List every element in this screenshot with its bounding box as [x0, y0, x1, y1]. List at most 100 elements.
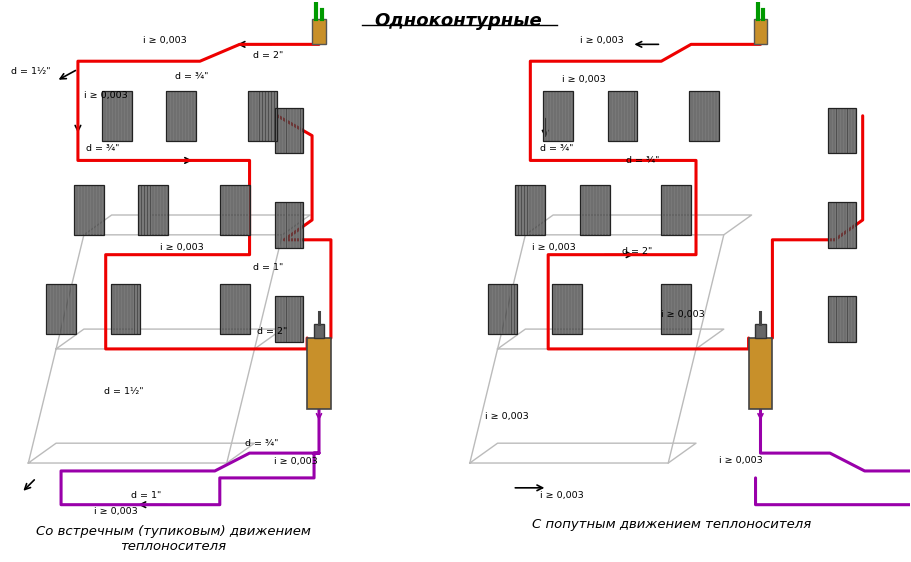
Bar [229, 185, 230, 235]
Bar [275, 202, 303, 248]
Bar [631, 91, 634, 140]
Bar [518, 185, 520, 235]
Bar [689, 91, 719, 140]
Text: i ≥ 0,003: i ≥ 0,003 [532, 243, 576, 252]
Bar [226, 185, 228, 235]
Bar [844, 296, 846, 342]
Bar [839, 108, 841, 153]
Bar [313, 324, 324, 338]
Bar [525, 185, 527, 235]
Bar [547, 91, 548, 140]
Bar [295, 108, 297, 153]
Bar [579, 284, 581, 334]
Bar [516, 185, 545, 235]
Bar [499, 284, 502, 334]
Bar [491, 284, 493, 334]
Bar [836, 108, 838, 153]
Bar [539, 185, 541, 235]
Bar [58, 284, 60, 334]
Text: d = 1": d = 1" [252, 263, 282, 272]
Bar [231, 284, 234, 334]
Bar [101, 185, 103, 235]
Text: Одноконтурные: Одноконтурные [374, 12, 542, 30]
Bar [241, 284, 242, 334]
Bar [698, 91, 701, 140]
Bar [172, 91, 174, 140]
Bar [74, 185, 77, 235]
Bar [749, 338, 773, 410]
Bar [126, 284, 128, 334]
Bar [839, 202, 841, 248]
Bar [278, 296, 281, 342]
Text: d = 1¹⁄₂": d = 1¹⁄₂" [104, 387, 143, 396]
Bar [847, 202, 849, 248]
Bar [247, 284, 249, 334]
Bar [281, 108, 283, 153]
Bar [543, 91, 546, 140]
Bar [190, 91, 192, 140]
Bar [576, 284, 578, 334]
Bar [89, 185, 91, 235]
Bar [842, 108, 844, 153]
Text: i ≥ 0,003: i ≥ 0,003 [661, 310, 705, 319]
Bar [278, 108, 281, 153]
Bar [271, 91, 273, 140]
Bar [179, 91, 180, 140]
Bar [847, 108, 849, 153]
Bar [670, 284, 672, 334]
Bar [828, 202, 855, 248]
Bar [157, 185, 159, 235]
Bar [166, 91, 196, 140]
Bar [688, 185, 691, 235]
Bar [283, 296, 286, 342]
Bar [102, 91, 104, 140]
Bar [312, 19, 326, 44]
Bar [220, 284, 250, 334]
Bar [46, 284, 76, 334]
Bar [117, 91, 118, 140]
Bar [97, 185, 100, 235]
Bar [607, 185, 609, 235]
Bar [617, 91, 619, 140]
Bar [580, 185, 609, 235]
Bar [231, 185, 234, 235]
Bar [286, 108, 289, 153]
Bar [853, 296, 855, 342]
Bar [235, 284, 237, 334]
Bar [298, 202, 300, 248]
Bar [664, 185, 667, 235]
Bar [278, 202, 281, 248]
Bar [679, 185, 681, 235]
Bar [515, 284, 517, 334]
Bar [589, 185, 591, 235]
Bar [834, 296, 835, 342]
Bar [67, 284, 69, 334]
Bar [704, 91, 706, 140]
Bar [295, 202, 297, 248]
Bar [561, 284, 563, 334]
Bar [689, 91, 691, 140]
Text: d = 2": d = 2" [257, 327, 287, 336]
Bar [220, 185, 222, 235]
Bar [114, 284, 116, 334]
Bar [301, 108, 302, 153]
Bar [828, 296, 830, 342]
Bar [110, 284, 140, 334]
Bar [248, 91, 250, 140]
Bar [842, 296, 844, 342]
Bar [162, 185, 164, 235]
Bar [516, 185, 517, 235]
Bar [604, 185, 606, 235]
Bar [131, 284, 134, 334]
Bar [549, 91, 551, 140]
Bar [842, 202, 844, 248]
Bar [710, 91, 712, 140]
Bar [661, 284, 663, 334]
Bar [530, 185, 532, 235]
Text: С попутным движением теплоносителя: С попутным движением теплоносителя [532, 518, 811, 531]
Bar [676, 185, 679, 235]
Bar [682, 284, 684, 334]
Bar [608, 91, 638, 140]
Bar [626, 91, 628, 140]
Bar [701, 91, 703, 140]
